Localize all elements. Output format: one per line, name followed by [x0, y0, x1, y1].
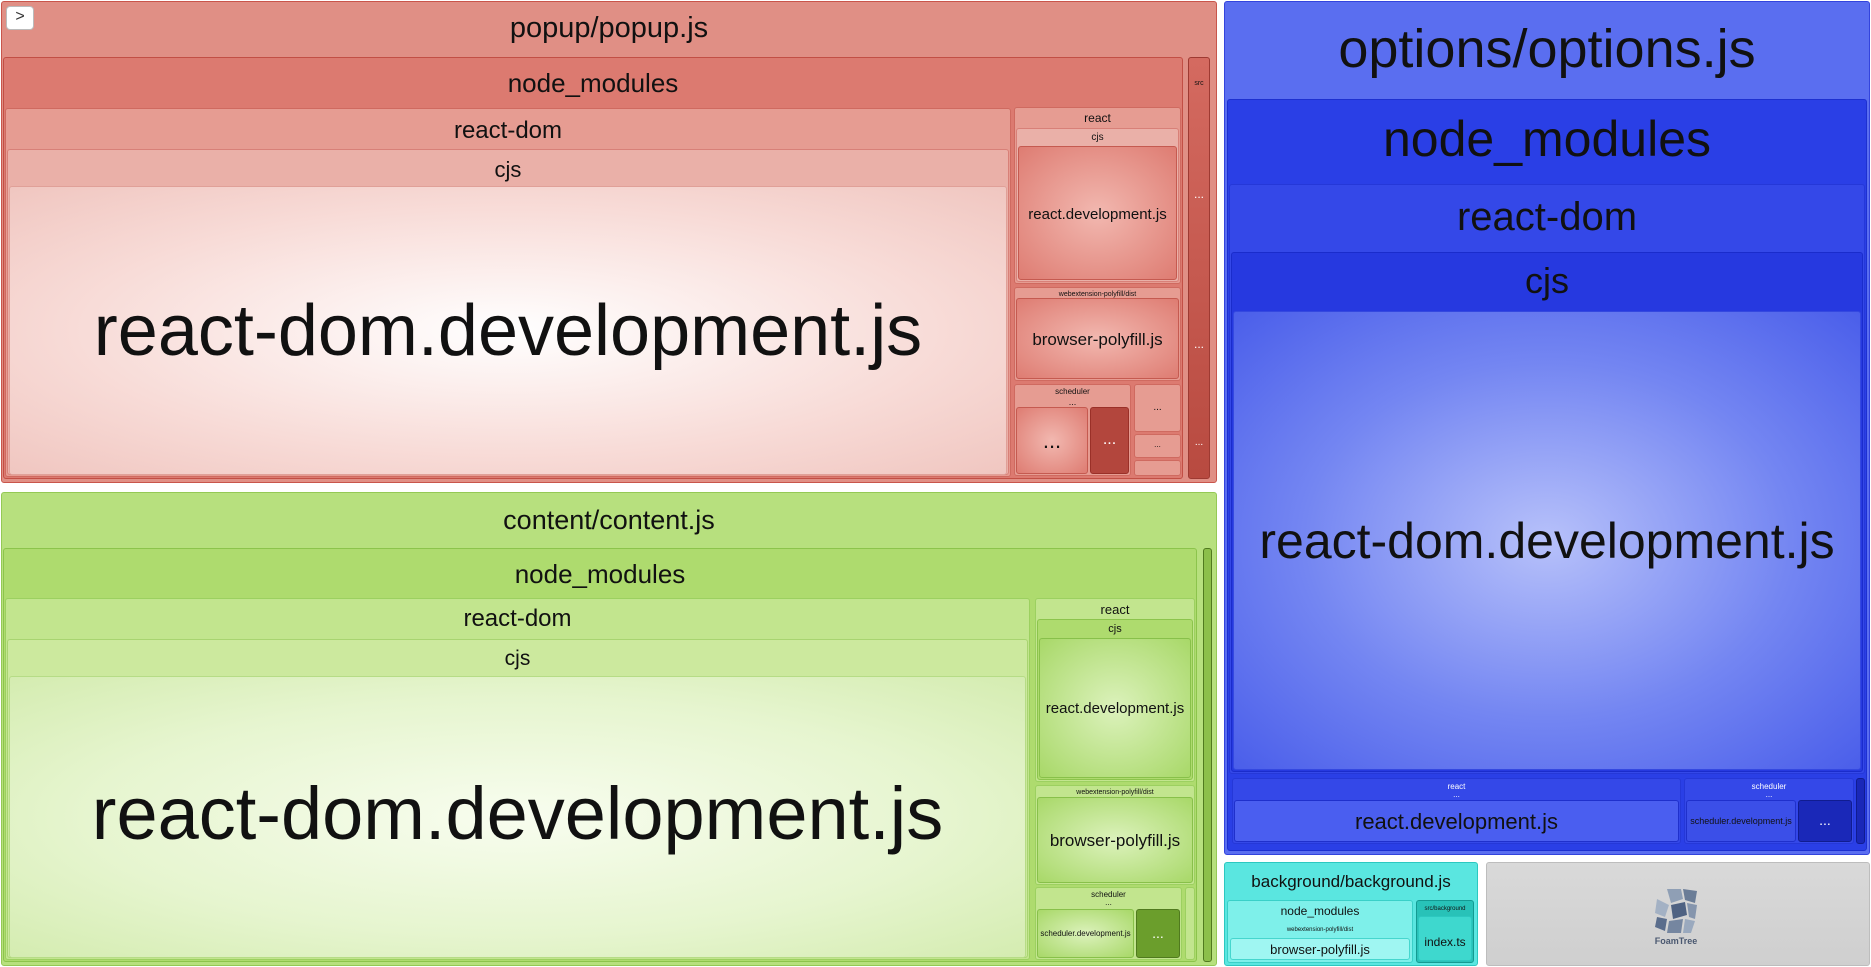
treemap-leaf-react-development[interactable]: react.development.js: [1039, 638, 1191, 778]
foamtree-logo-text: FoamTree: [1654, 936, 1698, 946]
leaf-label: react-dom.development.js: [93, 291, 923, 371]
ellipsis: ...: [1068, 397, 1077, 407]
node-label: cjs: [1525, 260, 1569, 301]
node-label: webextension-polyfill/dist: [1076, 789, 1154, 796]
leaf-label: browser-polyfill.js: [1270, 942, 1370, 957]
group-title: popup/popup.js: [509, 12, 709, 44]
treemap-leaf-react-dom-development[interactable]: react-dom.development.js: [9, 676, 1026, 958]
node-label: cjs: [1091, 132, 1104, 143]
treemap-leaf-browser-polyfill[interactable]: browser-polyfill.js: [1230, 938, 1410, 960]
treemap-node-collapsed[interactable]: [1185, 887, 1195, 960]
node-label: react-dom: [463, 605, 572, 632]
treemap-leaf-collapsed[interactable]: ...: [1016, 407, 1088, 474]
leaf-label: react.development.js: [1028, 206, 1167, 223]
node-label: src/background: [1424, 906, 1466, 912]
foamtree-logo-panel: FoamTree: [1486, 862, 1870, 966]
leaf-label: react-dom.development.js: [1259, 513, 1835, 569]
node-label: scheduler: [1091, 890, 1126, 899]
treemap-node-src[interactable]: [1203, 548, 1212, 962]
treemap-leaf-scheduler-development[interactable]: scheduler.development.js: [1686, 800, 1796, 842]
leaf-label: browser-polyfill.js: [1049, 831, 1181, 850]
treemap-node-collapsed[interactable]: [1856, 778, 1865, 844]
treemap-leaf-collapsed[interactable]: ...: [1136, 909, 1180, 958]
leaf-label: scheduler.development.js: [1040, 929, 1131, 938]
node-label: webextension-polyfill/dist: [1058, 291, 1137, 298]
ellipsis: ...: [1193, 337, 1204, 351]
node-label: scheduler: [1751, 782, 1787, 791]
treemap-leaf-browser-polyfill[interactable]: browser-polyfill.js: [1037, 797, 1193, 883]
treemap-leaf-react-development[interactable]: react.development.js: [1018, 146, 1177, 280]
treemap-node-collapsed[interactable]: ...: [1134, 434, 1181, 458]
node-label: cjs: [494, 157, 522, 182]
leaf-label: index.ts: [1424, 935, 1466, 949]
ellipsis: ...: [1154, 440, 1161, 449]
node-label: node_modules: [507, 68, 679, 98]
leaf-label: react.development.js: [1045, 700, 1185, 717]
treemap-leaf-index-ts[interactable]: index.ts: [1418, 916, 1472, 961]
foamtree-logo-icon: [1655, 889, 1697, 933]
ellipsis: ...: [1105, 898, 1112, 907]
node-label: react: [1100, 602, 1130, 617]
group-title: options/options.js: [1338, 19, 1756, 79]
ellipsis: ...: [1152, 925, 1164, 941]
treemap-node-src[interactable]: src ... ... ...: [1188, 57, 1210, 479]
node-label: cjs: [1108, 623, 1122, 635]
leaf-label: scheduler.development.js: [1690, 816, 1792, 826]
ellipsis: ...: [1153, 402, 1162, 413]
ellipsis: ...: [1765, 790, 1773, 799]
leaf-label: react-dom.development.js: [91, 772, 944, 855]
sidebar-toggle-button[interactable]: >: [6, 6, 34, 30]
node-label: src: [1194, 80, 1204, 87]
node-label: cjs: [504, 647, 531, 670]
treemap-leaf-collapsed[interactable]: ...: [1090, 407, 1129, 474]
ellipsis: ...: [1042, 428, 1062, 453]
leaf-label: react.development.js: [1355, 809, 1558, 834]
ellipsis: ...: [1102, 431, 1117, 448]
node-label: node_modules: [514, 559, 686, 589]
ellipsis: ...: [1453, 790, 1460, 799]
treemap-leaf-scheduler-development[interactable]: scheduler.development.js: [1037, 909, 1134, 958]
group-title: background/background.js: [1251, 872, 1451, 891]
treemap-leaf-react-development[interactable]: react.development.js: [1234, 800, 1679, 842]
treemap-node-collapsed[interactable]: [1134, 460, 1181, 476]
node-label: node_modules: [1280, 904, 1360, 918]
treemap-leaf-react-dom-development[interactable]: react-dom.development.js: [9, 186, 1007, 475]
leaf-label: browser-polyfill.js: [1032, 330, 1163, 349]
ellipsis: ...: [1194, 437, 1204, 448]
node-label: react-dom: [1456, 195, 1638, 239]
node-label: scheduler: [1055, 387, 1090, 396]
node-label: react: [1447, 782, 1466, 791]
ellipsis: ...: [1819, 812, 1831, 828]
treemap-node-collapsed[interactable]: ...: [1134, 384, 1181, 432]
node-label: react-dom: [453, 117, 563, 144]
group-title: content/content.js: [503, 505, 715, 535]
treemap-leaf-browser-polyfill[interactable]: browser-polyfill.js: [1016, 298, 1179, 379]
node-label: webextension-polyfill/dist: [1286, 927, 1354, 933]
ellipsis: ...: [1193, 187, 1204, 201]
node-label: react: [1084, 111, 1111, 125]
treemap-leaf-react-dom-development[interactable]: react-dom.development.js: [1233, 311, 1861, 770]
node-label: node_modules: [1382, 111, 1712, 167]
treemap-leaf-collapsed[interactable]: ...: [1798, 800, 1852, 842]
